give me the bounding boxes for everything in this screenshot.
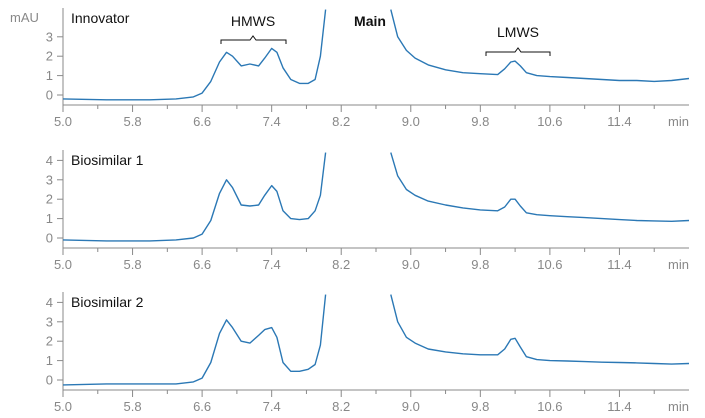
x-tick-label: 9.0 [402, 257, 420, 272]
x-tick-label: 7.4 [263, 114, 281, 129]
y-tick-label: 3 [46, 314, 53, 329]
x-tick-label: 9.8 [471, 257, 489, 272]
lmws-label: LMWS [497, 24, 539, 40]
series-line [390, 9, 690, 83]
x-tick-label: 9.0 [402, 399, 420, 414]
x-tick-label: 10.6 [537, 399, 562, 414]
x-tick-label: 10.6 [537, 114, 562, 129]
x-tick-label: 7.4 [263, 257, 281, 272]
y-tick-label: 3 [46, 172, 53, 187]
y-unit-label: mAU [10, 10, 39, 25]
y-tick-label: 2 [46, 49, 53, 64]
x-tick-label: 9.8 [471, 114, 489, 129]
x-tick-label: 6.6 [193, 399, 211, 414]
panel-name: Innovator [71, 10, 130, 26]
y-tick-label: 0 [46, 88, 53, 103]
x-tick-label: 11.4 [607, 257, 631, 272]
x-tick-label: 5.8 [124, 114, 142, 129]
series-line [62, 9, 327, 101]
x-tick-label: 8.2 [332, 257, 350, 272]
y-tick-label: 1 [46, 353, 53, 368]
y-tick-label: 2 [46, 334, 53, 349]
hmws-label: HMWS [231, 13, 275, 29]
x-tick-label: 9.8 [471, 399, 489, 414]
x-tick-label: 6.6 [193, 114, 211, 129]
x-tick-label: 10.6 [537, 257, 562, 272]
y-tick-label: 3 [46, 29, 53, 44]
x-tick-label: 5.0 [54, 257, 72, 272]
series-line [62, 294, 327, 386]
y-tick-label: 4 [46, 295, 53, 310]
lmws-bracket [485, 47, 551, 56]
x-tick-label: 8.2 [332, 399, 350, 414]
y-tick-label: 1 [46, 211, 53, 226]
panel-name: Biosimilar 1 [71, 152, 144, 168]
x-tick-label: 9.0 [402, 114, 420, 129]
series-line [62, 152, 327, 242]
y-tick-label: 1 [46, 68, 53, 83]
series-line [390, 152, 690, 222]
series-line [390, 294, 690, 365]
y-tick-label: 0 [46, 373, 53, 388]
x-tick-label: 11.4 [607, 114, 631, 129]
y-tick-label: 2 [46, 192, 53, 207]
main-label: Main [354, 13, 386, 29]
x-tick-label: 7.4 [263, 399, 281, 414]
x-unit-label: min [668, 114, 689, 129]
x-tick-label: 5.0 [54, 399, 72, 414]
x-unit-label: min [668, 257, 689, 272]
panels-group: 0 1 2 3 5.0 5.8 6.6 7.4 8.2 9.0 9.8 10.6 11.4 min Inno… [46, 8, 690, 414]
x-tick-label: 6.6 [193, 257, 211, 272]
x-tick-label: 5.0 [54, 114, 72, 129]
x-tick-label: 11.4 [607, 399, 631, 414]
panel-name: Biosimilar 2 [71, 294, 144, 310]
y-tick-label: 0 [46, 231, 53, 246]
y-tick-label: 4 [46, 153, 53, 168]
x-tick-label: 8.2 [332, 114, 350, 129]
x-tick-label: 5.8 [124, 399, 142, 414]
x-tick-label: 5.8 [124, 257, 142, 272]
hmws-bracket [220, 35, 287, 44]
x-unit-label: min [668, 399, 689, 414]
